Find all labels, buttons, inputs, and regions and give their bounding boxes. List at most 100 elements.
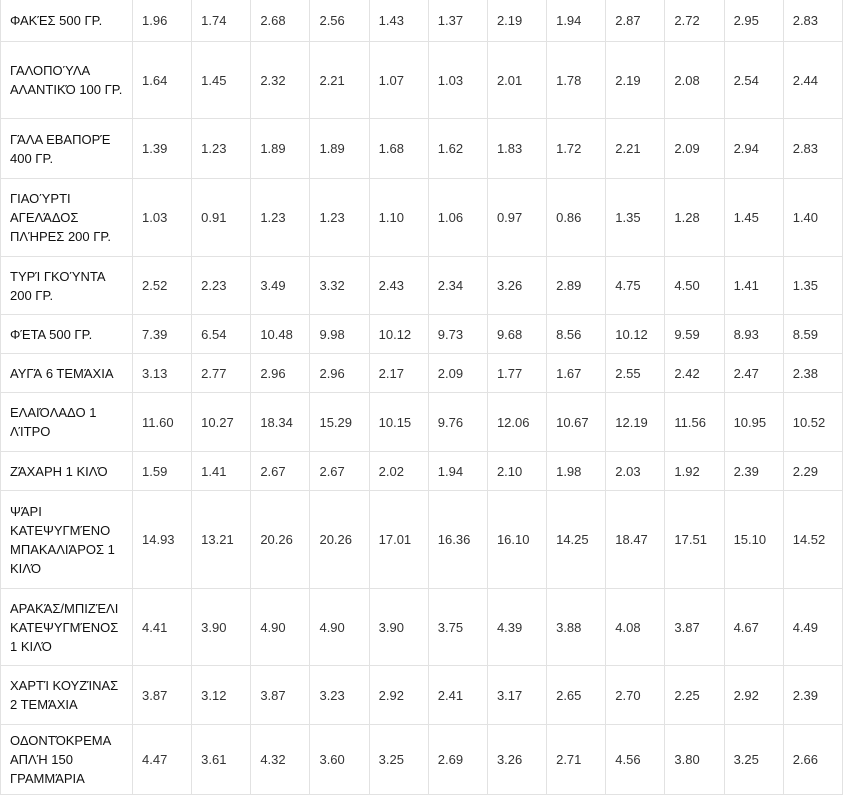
price-cell: 2.69 — [427, 724, 488, 795]
price-cell: 2.44 — [782, 41, 843, 119]
price-cell: 12.06 — [486, 392, 548, 452]
price-cell: 10.27 — [191, 392, 252, 452]
price-cell: 10.67 — [546, 392, 607, 452]
price-cell: 2.10 — [486, 451, 548, 491]
price-cell: 2.02 — [368, 451, 429, 491]
price-cell: 2.68 — [250, 0, 311, 42]
price-cell: 11.56 — [664, 392, 725, 452]
price-cell: 1.74 — [191, 0, 252, 42]
price-cell: 1.89 — [250, 118, 311, 179]
price-cell: 1.64 — [131, 41, 193, 119]
price-cell: 13.21 — [191, 490, 252, 589]
price-cell: 18.47 — [605, 490, 666, 589]
price-cell: 3.75 — [427, 588, 488, 666]
price-cell: 1.98 — [546, 451, 607, 491]
price-cell: 1.23 — [309, 178, 370, 257]
product-name: ΓΑΛΟΠΟΎΛΑ ΑΛΑΝΤΙΚΌ 100 ΓΡ. — [0, 41, 133, 119]
price-cell: 3.32 — [309, 256, 370, 315]
price-cell: 2.17 — [368, 353, 429, 393]
price-cell: 2.09 — [664, 118, 725, 179]
price-cell: 16.10 — [486, 490, 548, 589]
price-cell: 1.77 — [486, 353, 548, 393]
price-cell: 1.89 — [309, 118, 370, 179]
price-cell: 1.10 — [368, 178, 429, 257]
price-cell: 4.47 — [131, 724, 193, 795]
price-cell: 14.52 — [782, 490, 843, 589]
price-cell: 8.56 — [546, 314, 607, 354]
price-cell: 3.60 — [309, 724, 370, 795]
price-cell: 2.87 — [605, 0, 666, 42]
price-cell: 2.47 — [723, 353, 784, 393]
price-cell: 2.32 — [250, 41, 311, 119]
price-cell: 8.59 — [782, 314, 843, 354]
product-name: ΓΆΛΑ ΕΒΑΠΟΡΈ 400 ΓΡ. — [0, 118, 133, 179]
price-cell: 3.23 — [309, 665, 370, 725]
price-cell: 2.03 — [605, 451, 666, 491]
price-cell: 2.41 — [427, 665, 488, 725]
product-name: ΧΑΡΤΊ ΚΟΥΖΊΝΑΣ 2 ΤΕΜΆΧΙΑ — [0, 665, 133, 725]
price-cell: 3.87 — [664, 588, 725, 666]
price-cell: 4.75 — [605, 256, 666, 315]
price-cell: 1.92 — [664, 451, 725, 491]
price-cell: 4.32 — [250, 724, 311, 795]
price-cell: 3.26 — [486, 256, 548, 315]
price-cell: 2.71 — [546, 724, 607, 795]
table-row: ΓΙΑΟΎΡΤΙ ΑΓΕΛΆΔΟΣ ΠΛΉΡΕΣ 200 ΓΡ. 1.03 0.91… — [0, 178, 843, 257]
price-cell: 1.28 — [664, 178, 725, 257]
table-row: ΓΑΛΟΠΟΎΛΑ ΑΛΑΝΤΙΚΌ 100 ΓΡ. 1.64 1.45 2.32 2.… — [0, 41, 843, 119]
price-cell: 1.68 — [368, 118, 429, 179]
product-name: ΨΆΡΙ ΚΑΤΕΨΥΓΜΈΝΟ ΜΠΑΚΑΛΙΆΡΟΣ 1 ΚΙΛΌ — [0, 490, 133, 589]
price-cell: 20.26 — [250, 490, 311, 589]
price-cell: 2.55 — [605, 353, 666, 393]
price-cell: 2.29 — [782, 451, 843, 491]
price-cell: 2.23 — [191, 256, 252, 315]
price-cell: 1.07 — [368, 41, 429, 119]
price-cell: 2.67 — [309, 451, 370, 491]
product-name: ΑΥΓΆ 6 ΤΕΜΆΧΙΑ — [0, 353, 133, 393]
price-cell: 2.21 — [309, 41, 370, 119]
price-cell: 1.43 — [368, 0, 429, 42]
price-cell: 1.59 — [131, 451, 193, 491]
price-cell: 9.68 — [486, 314, 548, 354]
price-cell: 8.93 — [723, 314, 784, 354]
price-cell: 3.88 — [546, 588, 607, 666]
price-cell: 2.92 — [368, 665, 429, 725]
price-cell: 4.90 — [309, 588, 370, 666]
price-cell: 9.59 — [664, 314, 725, 354]
price-cell: 2.19 — [605, 41, 666, 119]
price-cell: 2.01 — [486, 41, 548, 119]
price-cell: 2.38 — [782, 353, 843, 393]
price-cell: 10.15 — [368, 392, 429, 452]
price-cell: 2.21 — [605, 118, 666, 179]
price-cell: 2.56 — [309, 0, 370, 42]
price-cell: 10.48 — [250, 314, 311, 354]
price-cell: 10.12 — [605, 314, 666, 354]
table-row: ΟΔΟΝΤΌΚΡΕΜΑ ΑΠΛΉ 150 ΓΡΑΜΜΆΡΙΑ 4.47 3.61 4.… — [0, 724, 843, 795]
price-cell: 2.83 — [782, 0, 843, 42]
price-cell: 2.89 — [546, 256, 607, 315]
price-cell: 2.52 — [131, 256, 193, 315]
price-cell: 16.36 — [427, 490, 488, 589]
product-name: ΕΛΑΙΌΛΑΔΟ 1 ΛΊΤΡΟ — [0, 392, 133, 452]
price-cell: 3.26 — [486, 724, 548, 795]
price-cell: 6.54 — [191, 314, 252, 354]
product-name: ΦΑΚΈΣ 500 ΓΡ. — [0, 0, 133, 42]
price-cell: 2.54 — [723, 41, 784, 119]
price-cell: 1.40 — [782, 178, 843, 257]
price-cell: 2.43 — [368, 256, 429, 315]
price-cell: 2.67 — [250, 451, 311, 491]
price-cell: 2.19 — [486, 0, 548, 42]
price-cell: 0.86 — [546, 178, 607, 257]
price-cell: 1.35 — [605, 178, 666, 257]
price-cell: 17.01 — [368, 490, 429, 589]
price-cell: 7.39 — [131, 314, 193, 354]
table-row: ΖΆΧΑΡΗ 1 ΚΙΛΌ 1.59 1.41 2.67 2.67 2.02 1.94 2.1… — [0, 451, 843, 491]
price-cell: 3.13 — [131, 353, 193, 393]
price-cell: 3.90 — [191, 588, 252, 666]
price-cell: 4.08 — [605, 588, 666, 666]
price-cell: 1.39 — [131, 118, 193, 179]
price-cell: 1.06 — [427, 178, 488, 257]
price-cell: 2.83 — [782, 118, 843, 179]
product-name: ΦΈΤΑ 500 ΓΡ. — [0, 314, 133, 354]
